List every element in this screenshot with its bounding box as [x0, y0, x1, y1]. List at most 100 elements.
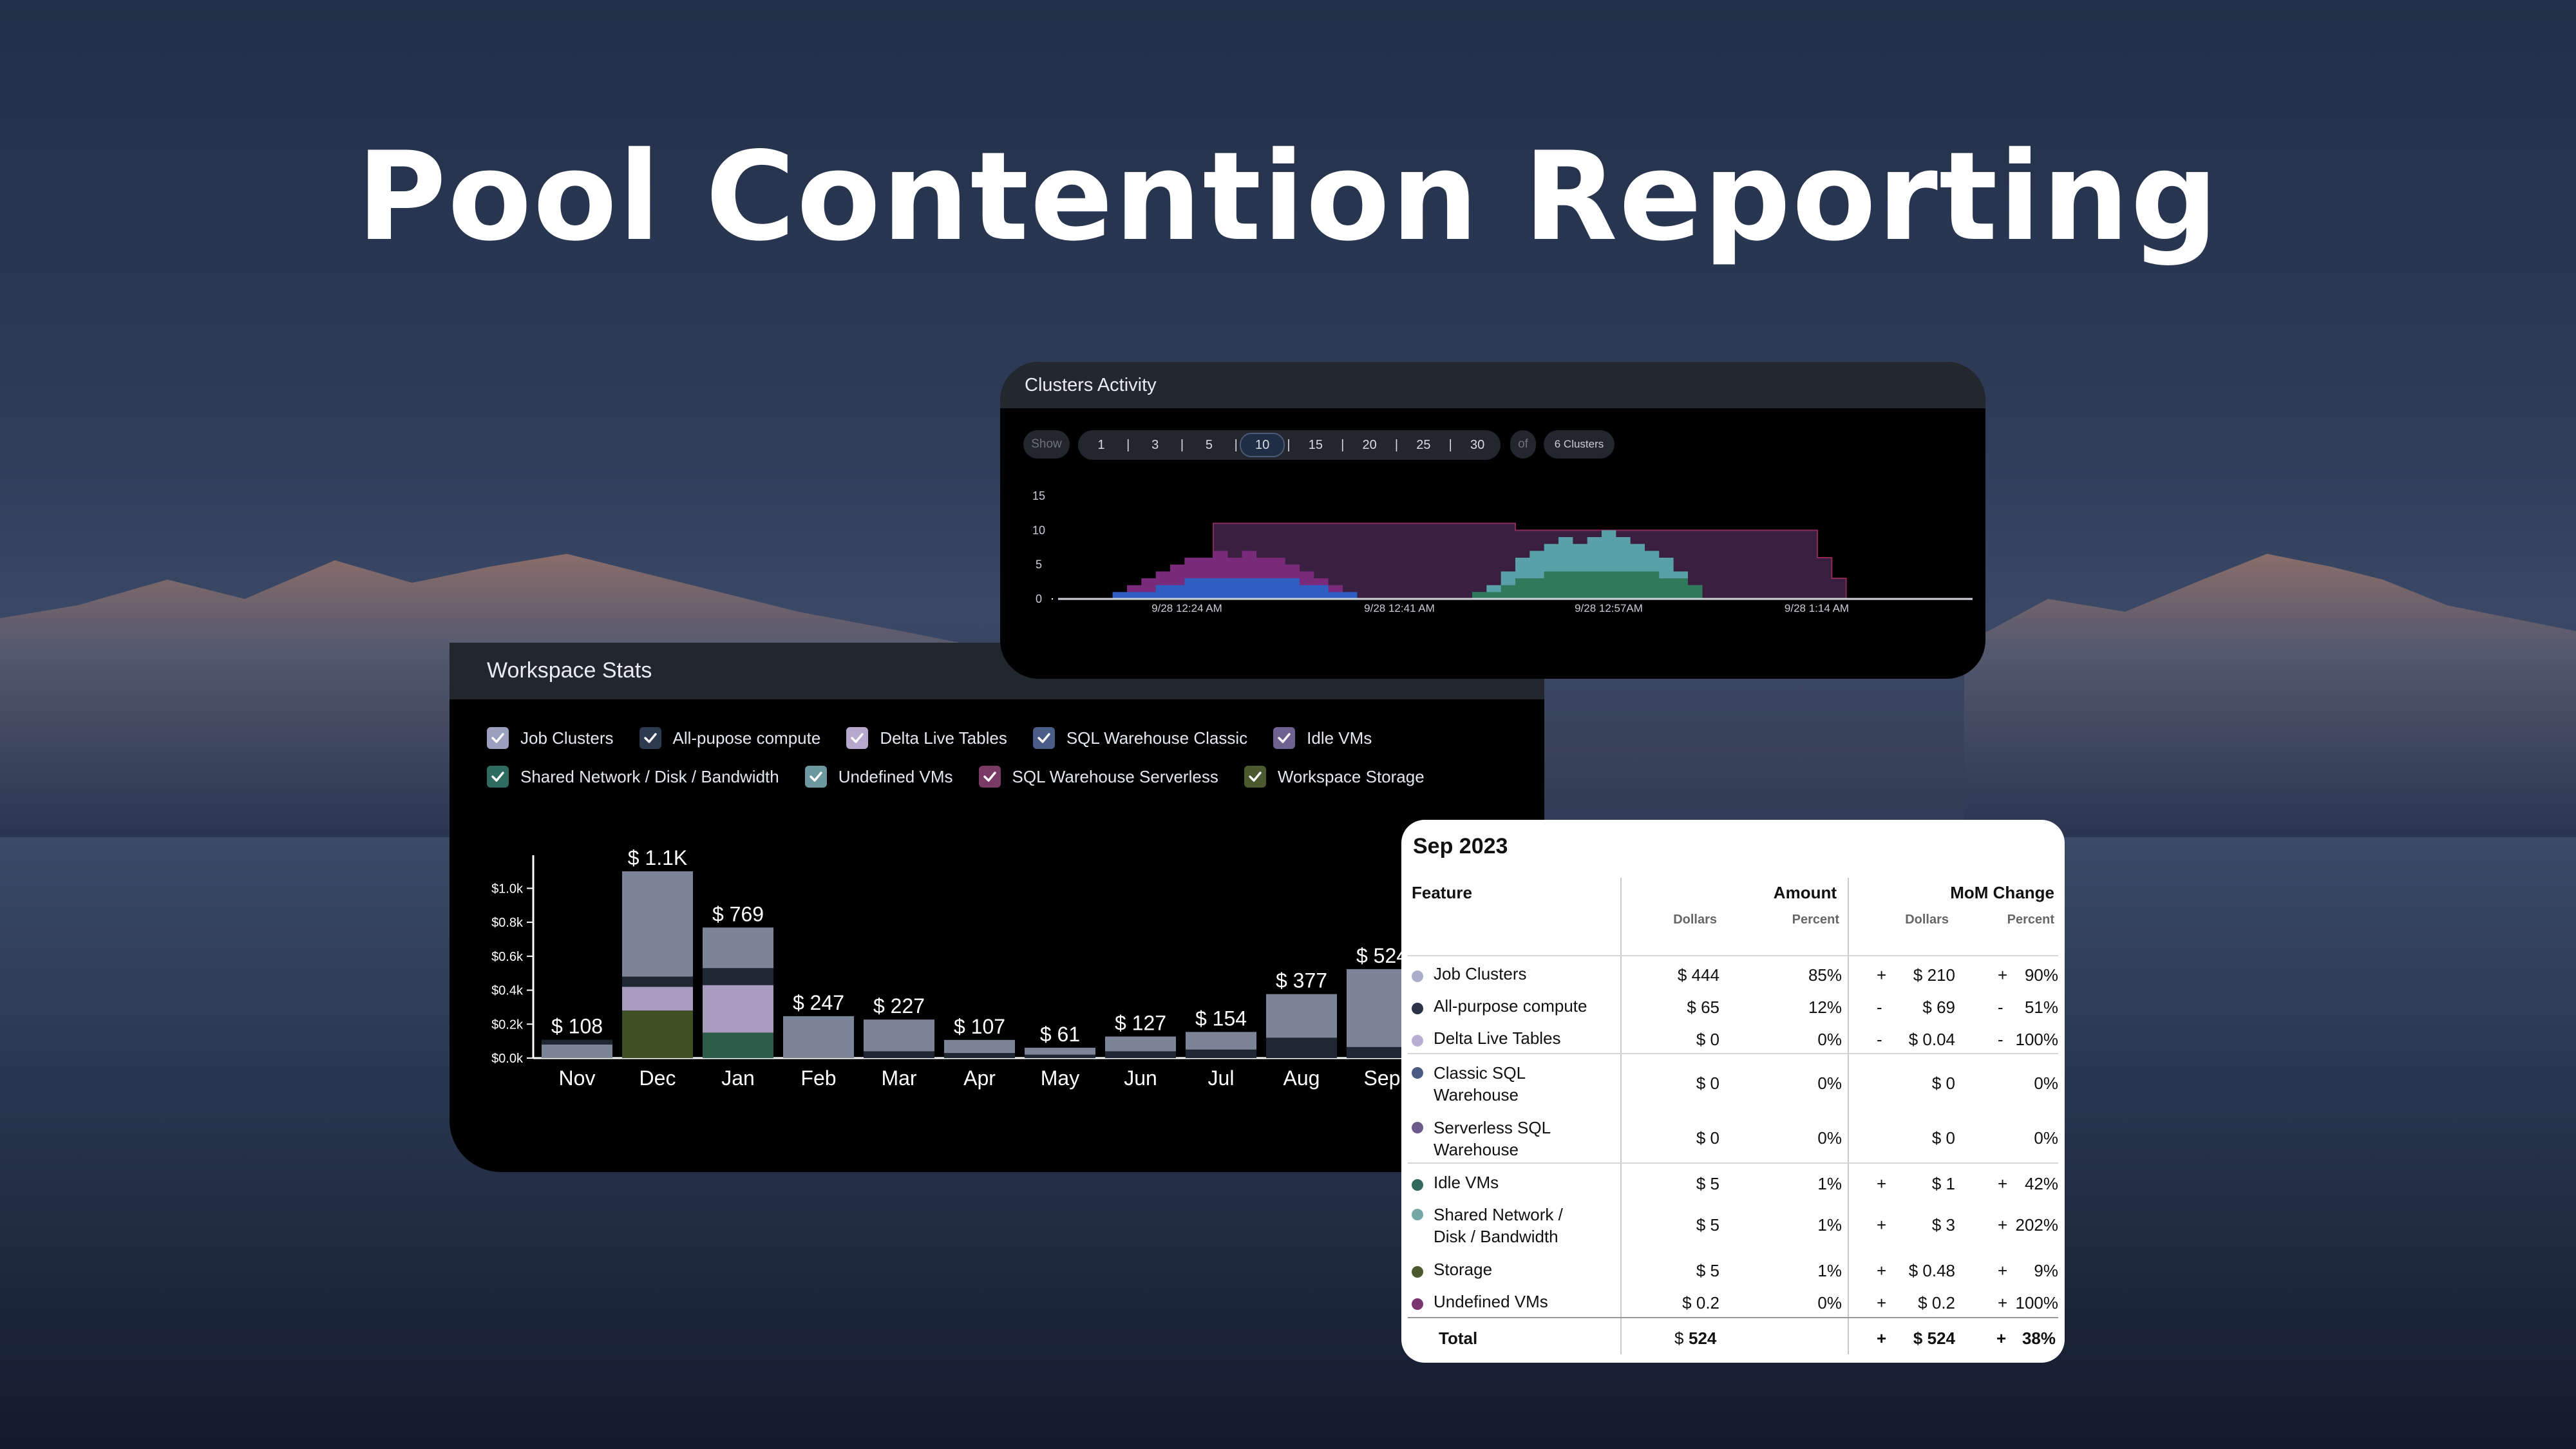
bar-value-label: $ 1.1K — [628, 846, 688, 869]
mom-percent: 202% — [2015, 1215, 2059, 1235]
separator: | — [1448, 437, 1452, 452]
separator: | — [1126, 437, 1130, 452]
legend-item-job-clusters[interactable]: Job Clusters — [487, 727, 614, 749]
activity-series-0 — [1084, 578, 1947, 599]
legend: Job Clusters All-pupose compute Delta Live… — [487, 719, 1517, 796]
legend-item-sql-warehouse-classic[interactable]: SQL Warehouse Classic — [1032, 727, 1248, 749]
x-tick-label: 9/28 12:41 AM — [1364, 602, 1435, 614]
legend-dot-icon — [1412, 1035, 1423, 1046]
total-amount-prefix: $ — [1674, 1329, 1684, 1348]
workspace-stats-panel: Workspace Stats Job Clusters All-pupose c… — [450, 643, 1544, 1172]
bar-jun[interactable] — [1105, 1036, 1176, 1058]
feature-label: Delta Live Tables — [1434, 1028, 1561, 1048]
show-option-10[interactable]: 10 — [1240, 433, 1285, 457]
mom-dollars: $ 0 — [1931, 1074, 1955, 1093]
mom-dollars: $ 0 — [1931, 1128, 1955, 1148]
bar-segment-job-clusters — [1025, 1047, 1095, 1055]
mom-sign-2: + — [1998, 1215, 2008, 1235]
bar-jul[interactable] — [1186, 1032, 1256, 1058]
feature-label: Shared Network / — [1434, 1205, 1563, 1224]
show-option-5[interactable]: 5 — [1205, 437, 1213, 452]
bar-value-label: $ 227 — [873, 994, 925, 1018]
x-tick-label: Nov — [559, 1066, 596, 1090]
show-option-15[interactable]: 15 — [1308, 437, 1323, 452]
bar-may[interactable] — [1025, 1047, 1095, 1058]
x-tick-label: Apr — [963, 1066, 996, 1090]
legend-item-workspace-storage[interactable]: Workspace Storage — [1244, 766, 1425, 788]
bar-segment-all-pupose-compute — [944, 1053, 1015, 1058]
legend-dot-icon — [1412, 1067, 1423, 1079]
amount-dollars: $ 0 — [1696, 1128, 1719, 1148]
separator: | — [1180, 437, 1184, 452]
mom-percent: 90% — [2024, 965, 2058, 985]
show-option-3[interactable]: 3 — [1151, 437, 1159, 452]
checkbox-icon[interactable] — [487, 766, 509, 788]
bar-dec[interactable] — [622, 871, 693, 1058]
checkbox-icon[interactable] — [1244, 766, 1266, 788]
y-tick-label: $0.8k — [491, 916, 524, 930]
show-option-20[interactable]: 20 — [1362, 437, 1377, 452]
bar-aug[interactable] — [1266, 994, 1337, 1058]
bar-segment-all-pupose-compute — [864, 1051, 934, 1058]
monthly-cost-bar-chart: $0.0k $0.2k $0.4k $0.6k $0.8k $1.0k $ 108 Nov $ … — [491, 846, 1544, 1090]
bar-value-label: $ 127 — [1115, 1012, 1166, 1035]
mom-percent: 9% — [2034, 1261, 2058, 1280]
cluster-count-selector[interactable]: 1 | 3 | 5 | 10 | 15 | 20 | 25 | 30 — [1078, 430, 1501, 460]
feature-label: Warehouse — [1434, 1085, 1519, 1104]
mom-sign: + — [1877, 1174, 1887, 1193]
bar-segment-all-pupose-compute — [1186, 1049, 1256, 1058]
activity-series-3 — [1084, 530, 1947, 599]
checkbox-icon[interactable] — [1032, 727, 1055, 749]
bar-value-label: $ 154 — [1195, 1007, 1247, 1030]
mom-sign-2: + — [1998, 1174, 2008, 1193]
bar-segment-job-clusters — [783, 1016, 854, 1058]
header-divider — [1408, 955, 2058, 956]
legend-dot-icon — [1412, 1209, 1423, 1220]
bar-nov[interactable] — [542, 1039, 612, 1058]
checkbox-icon[interactable] — [487, 727, 509, 749]
bar-segment-shared-network-disk-bandwidth — [703, 1032, 773, 1058]
cost-summary-card: Sep 2023 Feature Amount MoM Change Dolla… — [1401, 820, 2065, 1363]
feature-label: Classic SQL — [1434, 1063, 1526, 1083]
legend-item-shared-network-disk-bandwidth[interactable]: Shared Network / Disk / Bandwidth — [487, 766, 779, 788]
legend-item-sql-warehouse-serverless[interactable]: SQL Warehouse Serverless — [978, 766, 1218, 788]
checkbox-icon[interactable] — [1273, 727, 1296, 749]
bar-mar[interactable] — [864, 1019, 934, 1058]
amount-percent: 0% — [1817, 1293, 1842, 1312]
checkbox-icon[interactable] — [639, 727, 661, 749]
bar-feb[interactable] — [783, 1016, 854, 1058]
column-divider — [1848, 878, 1849, 1354]
amount-dollars: $ 5 — [1696, 1261, 1719, 1280]
show-option-30[interactable]: 30 — [1470, 437, 1485, 452]
show-option-1[interactable]: 1 — [1097, 437, 1105, 452]
legend-item-undefined-vms[interactable]: Undefined VMs — [804, 766, 953, 788]
bar-segment-delta-live-tables — [703, 985, 773, 1033]
of-label: of — [1510, 430, 1536, 459]
mom-sign-2: + — [1998, 1261, 2008, 1280]
legend-row: Job Clusters All-pupose compute Delta Live… — [487, 719, 1517, 757]
checkbox-icon[interactable] — [804, 766, 827, 788]
show-option-25[interactable]: 25 — [1416, 437, 1431, 452]
bar-value-label: $ 769 — [712, 902, 764, 925]
mom-dollars: $ 0.04 — [1908, 1030, 1955, 1049]
bar-jan[interactable] — [703, 927, 773, 1058]
legend-item-all-pupose-compute[interactable]: All-pupose compute — [639, 727, 820, 749]
mom-percent: 51% — [2024, 998, 2058, 1017]
bar-apr[interactable] — [944, 1039, 1015, 1058]
x-tick-label: 9/28 12:57AM — [1575, 602, 1643, 614]
total-mom-sign-2: + — [1996, 1329, 2007, 1348]
feature-label: Idle VMs — [1434, 1173, 1499, 1192]
clusters-count-badge[interactable]: 6 Clusters — [1544, 430, 1615, 459]
checkbox-icon[interactable] — [978, 766, 1001, 788]
bar-value-label: $ 524 — [1356, 944, 1408, 967]
total-amount: 524 — [1689, 1329, 1717, 1348]
total-divider — [1408, 1317, 2058, 1318]
amount-dollars-subheader: Dollars — [1673, 913, 1717, 927]
legend-item-idle-vms[interactable]: Idle VMs — [1273, 727, 1372, 749]
x-tick-label: Sep — [1364, 1066, 1401, 1090]
legend-label: SQL Warehouse Classic — [1066, 728, 1248, 748]
legend-item-delta-live-tables[interactable]: Delta Live Tables — [846, 727, 1007, 749]
mom-dollars-subheader: Dollars — [1905, 913, 1949, 927]
checkbox-icon[interactable] — [846, 727, 869, 749]
bar-segment-job-clusters — [622, 871, 693, 977]
